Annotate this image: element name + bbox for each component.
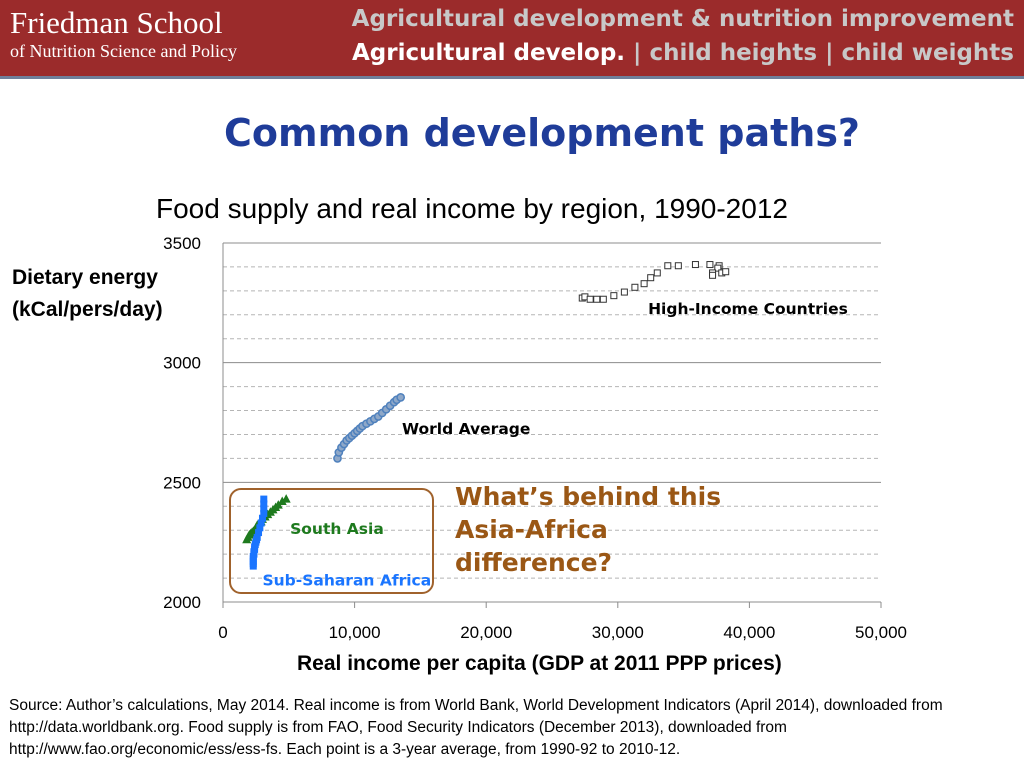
x-axis-label: Real income per capita (GDP at 2011 PPP … (297, 652, 782, 675)
y-axis-label: Dietary energy (kCal/pers/day) (12, 266, 163, 321)
chart-title: Food supply and real income by region, 1… (156, 193, 788, 224)
header-banner: Friedman School of Nutrition Science and… (0, 0, 1024, 79)
nav-item-active[interactable]: Agricultural develop. (351, 40, 626, 66)
high-income-point (653, 269, 661, 277)
high-income-point (631, 283, 639, 291)
high-income-point (709, 271, 717, 279)
source-note: Source: Author’s calculations, May 2014.… (9, 697, 943, 758)
sub-saharan-africa-point (256, 524, 264, 532)
y-tick-label: 3500 (163, 234, 201, 253)
sub-saharan-africa-label: Sub-Saharan Africa (262, 571, 431, 589)
south-asia-label: South Asia (290, 520, 384, 538)
high-income-point (586, 295, 594, 303)
nav-items-rest[interactable]: | child heights | child weights (625, 40, 1014, 66)
sub-saharan-africa-point (257, 519, 265, 527)
world-average-point (396, 393, 406, 402)
x-tick-label: 20,000 (460, 623, 512, 642)
south-asia-point (277, 496, 287, 505)
school-subtitle: of Nutrition Science and Policy (10, 41, 237, 61)
x-tick-label: 30,000 (592, 623, 644, 642)
topic-title: Agricultural development & nutrition imp… (351, 6, 1014, 32)
south-asia-point (281, 494, 291, 503)
sub-saharan-africa-point (253, 533, 261, 541)
sub-saharan-africa-point (260, 500, 268, 508)
high-income-point (610, 292, 618, 300)
world-average-label: World Average (402, 420, 530, 438)
sub-saharan-africa-point (260, 505, 268, 513)
school-name: Friedman School (10, 5, 223, 40)
y-tick-label: 2000 (163, 593, 201, 612)
high-income-point (714, 264, 722, 272)
x-tick-label: 50,000 (855, 623, 907, 642)
high-income-point (664, 262, 672, 270)
x-tick-label: 40,000 (723, 623, 775, 642)
high-income-point (674, 262, 682, 270)
high-income-point (706, 261, 714, 269)
x-tick-label: 0 (218, 623, 227, 642)
high-income-point (691, 261, 699, 269)
sub-saharan-africa-point (258, 514, 266, 522)
sub-saharan-africa-point (255, 529, 263, 537)
high-income-label: High-Income Countries (648, 300, 848, 318)
section-nav: Agricultural develop. | child heights | … (352, 38, 1014, 68)
asia-africa-highlight-box (229, 488, 434, 594)
sub-saharan-africa-point (260, 509, 268, 517)
high-income-point (620, 288, 628, 296)
x-tick-label: 10,000 (329, 623, 381, 642)
y-tick-label: 2500 (163, 473, 201, 492)
high-income-point (593, 295, 601, 303)
callout-question: What’s behind this Asia-Africa differenc… (455, 482, 722, 577)
high-income-point (599, 295, 607, 303)
high-income-point (647, 274, 655, 282)
sub-saharan-africa-point (260, 495, 268, 503)
slide-title: Common development paths? (224, 111, 860, 155)
high-income-point (722, 268, 730, 276)
y-tick-label: 3000 (163, 354, 201, 373)
high-income-point (640, 280, 648, 288)
